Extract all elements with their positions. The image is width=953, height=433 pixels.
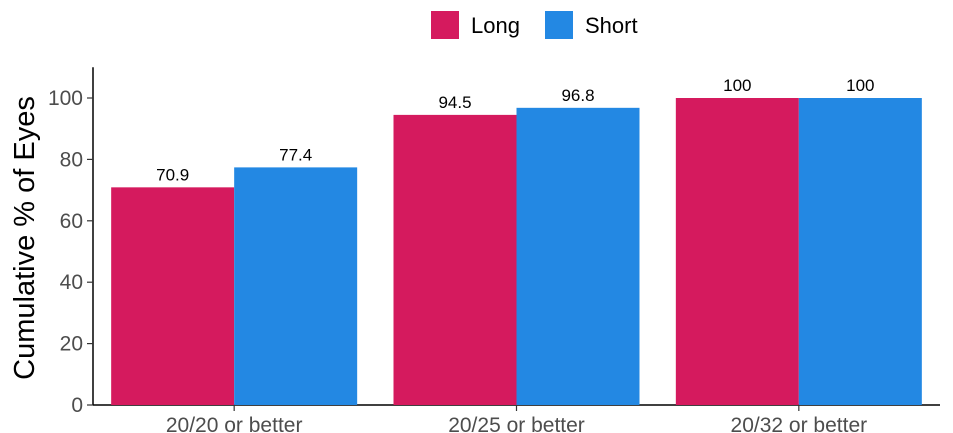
x-tick-label: 20/25 or better — [448, 414, 585, 433]
data-label: 70.9 — [156, 165, 189, 184]
y-tick-label: 0 — [71, 394, 83, 417]
y-axis: 0 20 40 60 80 100 — [48, 67, 94, 417]
y-tick-label: 80 — [60, 148, 83, 171]
y-tick-label: 100 — [48, 87, 83, 110]
bar-long — [675, 98, 799, 405]
legend-swatch-short — [545, 11, 573, 39]
bar-long — [111, 187, 235, 405]
x-tick-label: 20/20 or better — [166, 414, 303, 433]
data-label: 100 — [723, 76, 751, 95]
y-tick-label: 40 — [60, 271, 83, 294]
bar-long — [393, 114, 517, 405]
legend-label: Short — [585, 13, 638, 38]
bars — [111, 98, 922, 405]
bar-short — [798, 98, 922, 405]
y-tick-label: 20 — [60, 333, 83, 356]
data-label: 96.8 — [561, 86, 594, 105]
x-tick-label: 20/32 or better — [731, 414, 868, 433]
legend-swatch-long — [431, 11, 459, 39]
bar-short — [234, 167, 358, 405]
y-axis-title: Cumulative % of Eyes — [9, 96, 41, 380]
data-label: 100 — [846, 76, 874, 95]
legend: Long Short — [431, 11, 638, 39]
legend-label: Long — [471, 13, 520, 38]
y-tick-label: 60 — [60, 210, 83, 233]
data-label: 77.4 — [279, 145, 312, 164]
x-axis: 20/20 or better 20/25 or better 20/32 or b… — [93, 404, 940, 433]
bar-short — [516, 107, 640, 405]
data-labels: 70.9 77.4 94.5 96.8 100 100 — [156, 76, 874, 184]
data-label: 94.5 — [438, 93, 471, 112]
